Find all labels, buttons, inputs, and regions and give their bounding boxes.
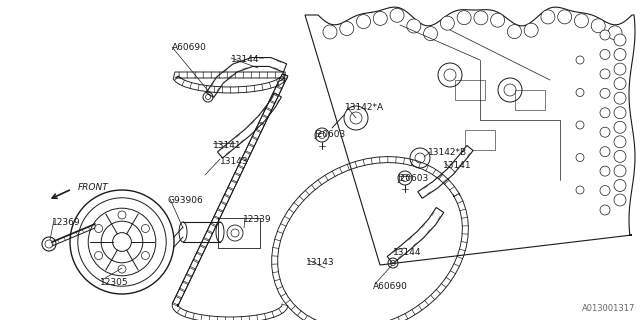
Text: 12339: 12339 [243,215,271,224]
Circle shape [600,127,610,137]
Circle shape [600,50,610,60]
Text: 12305: 12305 [100,278,129,287]
Circle shape [614,180,626,191]
Bar [465,130,495,150]
Polygon shape [305,7,635,265]
Polygon shape [218,93,282,158]
Text: 13141: 13141 [443,161,472,170]
Circle shape [614,107,626,119]
Text: A60690: A60690 [172,43,207,52]
Circle shape [600,147,610,157]
Circle shape [591,19,605,33]
Circle shape [373,12,387,25]
Circle shape [575,14,588,28]
Circle shape [407,19,421,33]
Circle shape [524,23,538,37]
Text: 13143: 13143 [306,258,335,267]
Circle shape [614,49,626,60]
Circle shape [600,30,610,40]
Text: G93906: G93906 [168,196,204,205]
Circle shape [614,136,626,148]
Text: 13141: 13141 [213,141,242,150]
Circle shape [600,205,610,215]
Circle shape [614,34,626,46]
Text: 13144: 13144 [231,55,259,64]
Text: A013001317: A013001317 [582,304,635,313]
Circle shape [340,21,354,36]
Circle shape [457,11,471,25]
Ellipse shape [216,222,224,242]
Bar [455,80,485,100]
Circle shape [614,78,626,90]
Circle shape [614,63,626,75]
Circle shape [356,15,371,28]
Circle shape [614,165,626,177]
Text: 13142*B: 13142*B [428,148,467,157]
Polygon shape [418,146,473,198]
Circle shape [508,25,522,39]
Circle shape [557,10,572,24]
Circle shape [390,8,404,22]
Circle shape [614,150,626,162]
Text: 13143: 13143 [220,157,248,166]
Circle shape [541,10,555,24]
Circle shape [600,108,610,118]
Text: 13144: 13144 [393,248,422,257]
Circle shape [600,166,610,176]
Circle shape [323,25,337,39]
Circle shape [474,11,488,25]
Circle shape [608,26,622,40]
Text: J20603: J20603 [397,174,428,183]
Ellipse shape [179,222,187,242]
Text: FRONT: FRONT [78,183,109,192]
Text: 12369: 12369 [52,218,81,227]
Bar [515,90,545,110]
Circle shape [614,92,626,104]
Text: 13142*A: 13142*A [345,103,384,112]
Text: A60690: A60690 [373,282,408,291]
Circle shape [614,194,626,206]
Circle shape [600,69,610,79]
Circle shape [491,13,505,27]
Circle shape [600,88,610,98]
Circle shape [440,16,454,30]
Circle shape [424,27,438,41]
Text: J20603: J20603 [314,130,345,139]
Circle shape [600,186,610,196]
Circle shape [614,121,626,133]
Polygon shape [387,207,444,263]
Polygon shape [206,58,287,98]
